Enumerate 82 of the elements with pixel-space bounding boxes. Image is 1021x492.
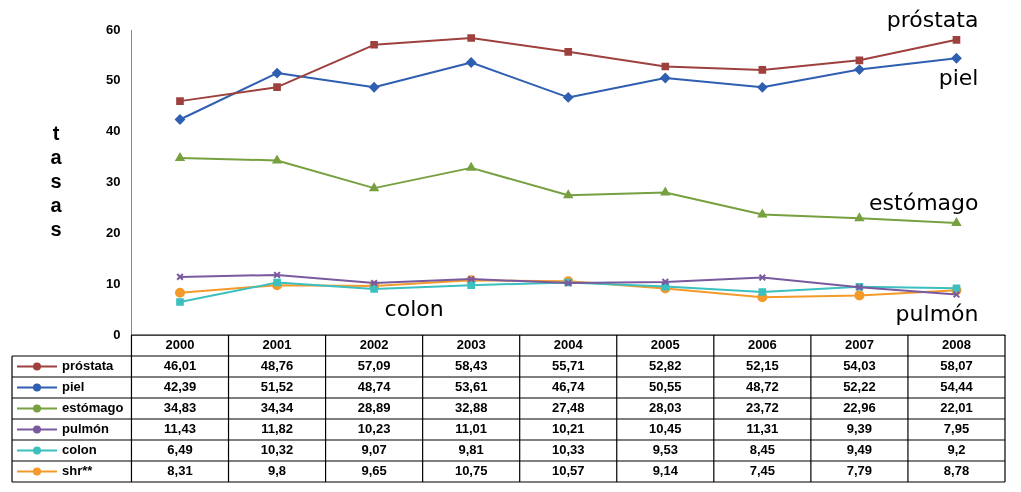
data-label: 46,01 xyxy=(163,358,197,374)
y-axis-title: tasas xyxy=(50,122,63,241)
x-tick-label: 2004 xyxy=(553,337,584,353)
data-label: 22,01 xyxy=(940,400,973,416)
data-label: 52,15 xyxy=(746,358,779,374)
data-label: 51,52 xyxy=(260,379,294,395)
data-label: 9,39 xyxy=(846,421,873,437)
y-tick-label: 30 xyxy=(105,174,121,190)
data-label: 8,45 xyxy=(749,442,776,458)
annotation: estómago xyxy=(869,189,979,215)
data-label: 48,74 xyxy=(357,379,392,395)
data-label: 57,09 xyxy=(357,358,391,374)
annotation: pulmón xyxy=(895,301,979,327)
x-tick-label: 2007 xyxy=(844,337,874,353)
x-tick-label: 2005 xyxy=(650,337,680,353)
legend-label: piel xyxy=(62,379,85,395)
data-label: 11,82 xyxy=(261,421,293,437)
data-label: 55,71 xyxy=(551,358,585,374)
data-label: 9,65 xyxy=(361,463,387,479)
data-label: 10,33 xyxy=(551,442,585,458)
data-label: 8,78 xyxy=(943,463,970,479)
data-label: 9,81 xyxy=(458,442,484,458)
data-label: 27,48 xyxy=(551,400,585,416)
data-label: 9,49 xyxy=(846,442,873,458)
data-label: 11,01 xyxy=(455,421,488,437)
data-label: 9,8 xyxy=(268,463,287,479)
x-tick-label: 2002 xyxy=(359,337,389,353)
data-label: 9,2 xyxy=(947,442,966,458)
data-label: 10,45 xyxy=(649,421,682,437)
data-label: 53,61 xyxy=(454,379,488,395)
y-tick-label: 20 xyxy=(105,224,121,240)
data-label: 10,57 xyxy=(551,463,585,479)
data-label: 10,21 xyxy=(551,421,585,437)
annotation: piel xyxy=(938,64,979,90)
data-label: 9,53 xyxy=(652,442,678,458)
data-label: 50,55 xyxy=(649,379,682,395)
data-label: 8,31 xyxy=(167,463,193,479)
y-tick-label: 10 xyxy=(105,275,121,291)
data-label: 54,44 xyxy=(940,379,974,395)
y-tick-label: 50 xyxy=(105,72,121,88)
data-label: 34,83 xyxy=(163,400,197,416)
data-label: 52,82 xyxy=(649,358,682,374)
x-tick-label: 2001 xyxy=(262,337,292,353)
y-tick-label: 60 xyxy=(105,21,121,37)
legend-label: colon xyxy=(62,442,97,458)
data-label: 54,03 xyxy=(843,358,876,374)
x-tick-label: 2006 xyxy=(747,337,777,353)
data-label: 7,45 xyxy=(749,463,776,479)
data-label: 10,32 xyxy=(260,442,294,458)
data-label: 58,43 xyxy=(454,358,488,374)
x-tick-label: 2008 xyxy=(942,337,971,353)
data-label: 10,23 xyxy=(357,421,391,437)
data-label: 7,79 xyxy=(846,463,873,479)
data-label: 46,74 xyxy=(551,379,586,395)
data-label: 58,07 xyxy=(940,358,973,374)
y-tick-label: 0 xyxy=(113,326,121,342)
data-label: 23,72 xyxy=(746,400,779,416)
data-label: 48,72 xyxy=(746,379,779,395)
data-label: 48,76 xyxy=(260,358,294,374)
data-label: 11,43 xyxy=(164,421,196,437)
data-label: 42,39 xyxy=(163,379,197,395)
data-label: 6,49 xyxy=(167,442,193,458)
legend-label: pulmón xyxy=(62,421,109,437)
data-label: 11,31 xyxy=(746,421,779,437)
data-label: 22,96 xyxy=(843,400,876,416)
legend-label: estómago xyxy=(62,400,124,416)
legend-label: shr** xyxy=(62,463,94,479)
data-label: 28,89 xyxy=(357,400,391,416)
x-tick-label: 2000 xyxy=(165,337,195,353)
data-label: 52,22 xyxy=(843,379,876,395)
data-label: 34,34 xyxy=(260,400,295,416)
legend-label: próstata xyxy=(62,358,115,374)
data-label: 7,95 xyxy=(943,421,970,437)
data-label: 28,03 xyxy=(649,400,682,416)
data-label: 9,14 xyxy=(652,463,679,479)
x-tick-label: 2003 xyxy=(456,337,486,353)
data-label: 32,88 xyxy=(454,400,488,416)
annotation: próstata xyxy=(886,6,979,32)
annotation: colon xyxy=(384,295,444,321)
data-label: 9,07 xyxy=(361,442,387,458)
data-label: 10,75 xyxy=(454,463,488,479)
y-tick-label: 40 xyxy=(105,123,121,139)
